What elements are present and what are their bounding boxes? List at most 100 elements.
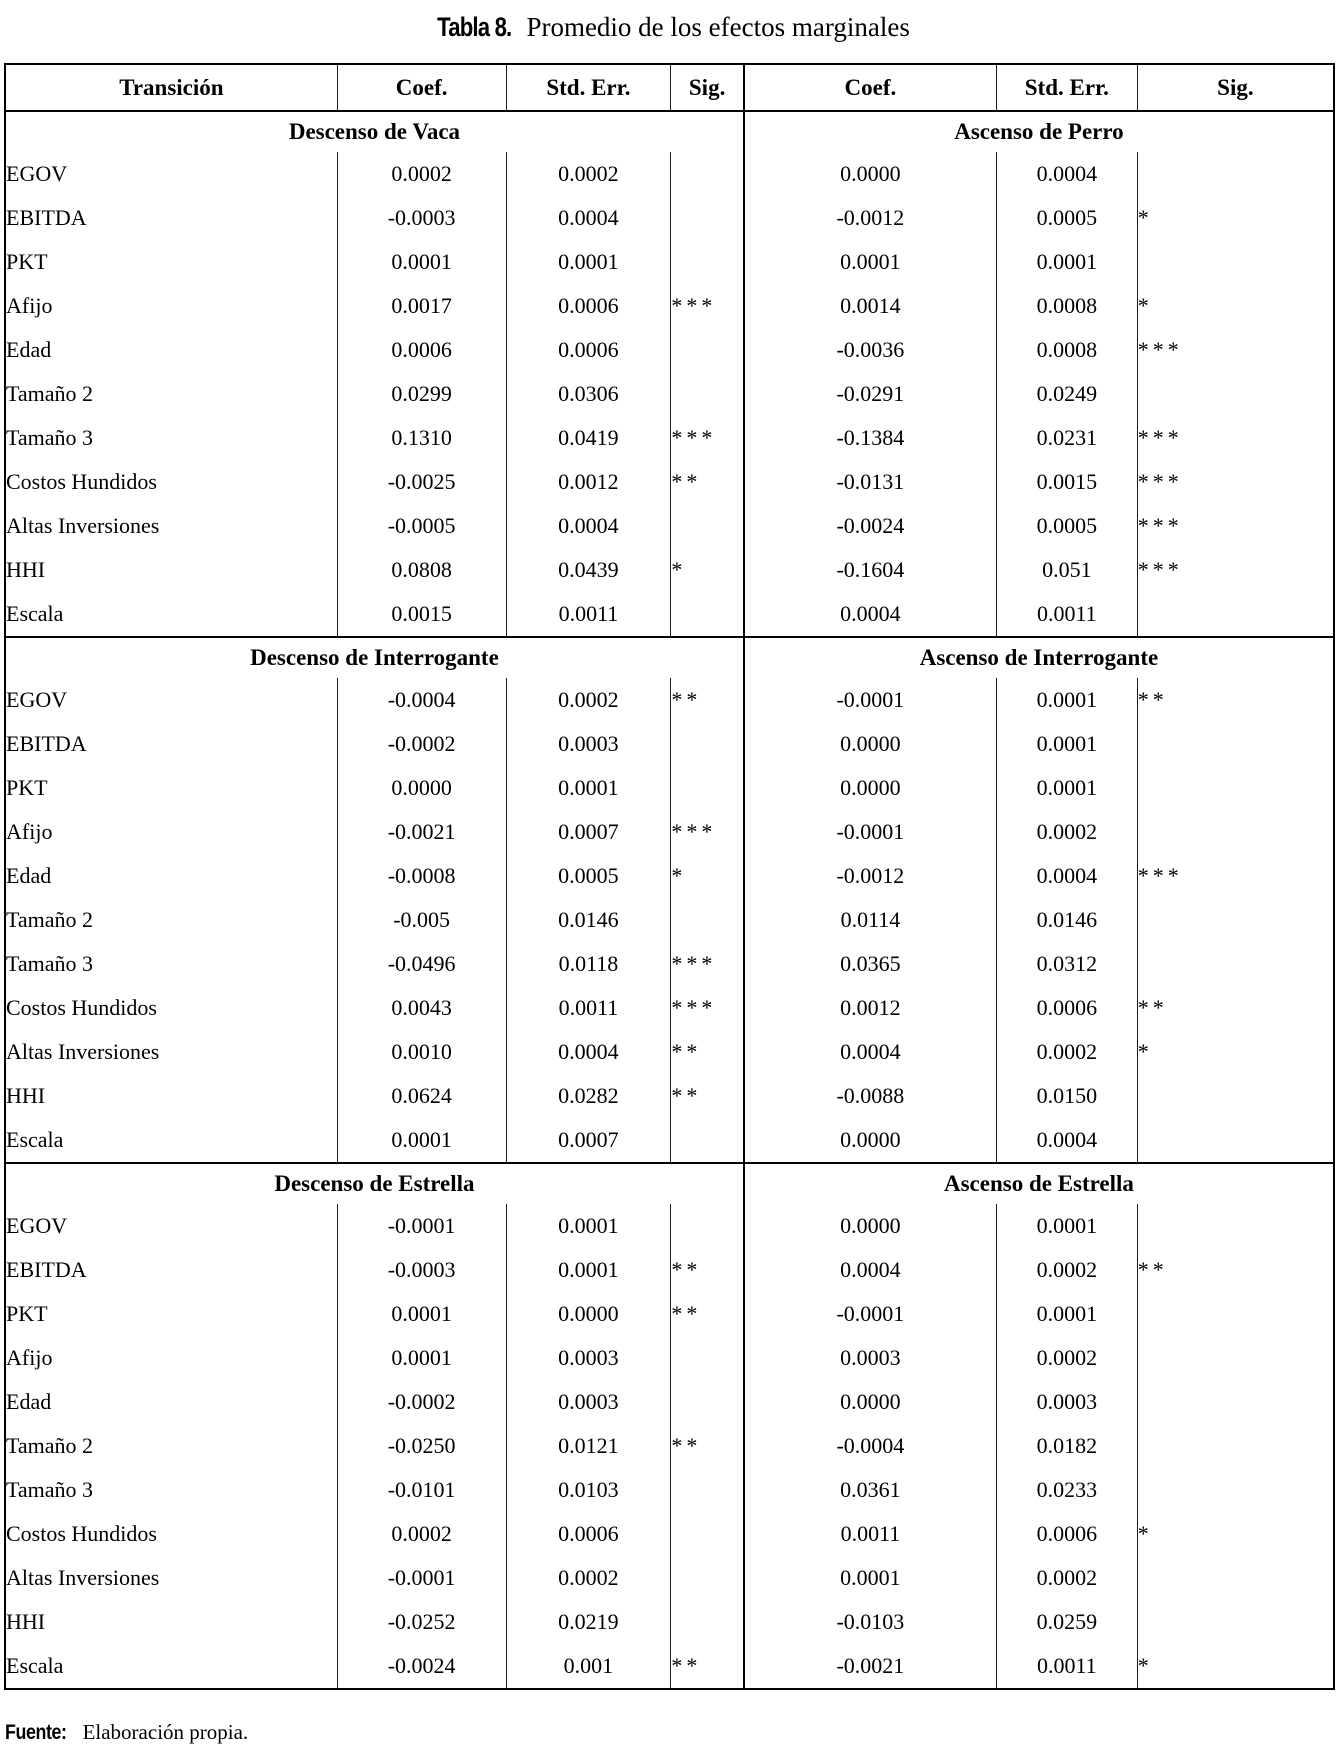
row-label: Afijo — [6, 293, 53, 318]
coef-right-value: -0.0131 — [742, 460, 997, 504]
stderr-left-value: 0.0006 — [505, 284, 671, 328]
row-label: Afijo — [6, 819, 53, 844]
table-row: Altas Inversiones -0.0001 0.0002 0.0001 … — [5, 1556, 1334, 1600]
stderr-left-value: 0.0007 — [505, 810, 671, 854]
row-label: PKT — [6, 1301, 48, 1326]
coef-right-value: 0.0012 — [742, 986, 997, 1030]
stderr-left-value: 0.0006 — [505, 328, 671, 372]
stderr-left-value: 0.0001 — [505, 1204, 671, 1248]
sig-right-value — [1136, 722, 1334, 766]
sig-right-value: * — [1136, 284, 1334, 328]
row-label: Afijo — [6, 1345, 53, 1370]
table-row: Tamaño 3 0.1310 0.0419 *** -0.1384 0.023… — [5, 416, 1334, 460]
row-label: Tamaño 3 — [6, 1477, 94, 1502]
stderr-right-value: 0.0001 — [995, 722, 1138, 766]
coef-left-value: 0.0624 — [336, 1074, 507, 1118]
row-label: EGOV — [6, 161, 68, 186]
coef-left-value: 0.0001 — [336, 1292, 507, 1336]
sig-right-value — [1136, 1600, 1334, 1644]
coef-right-value: -0.0012 — [742, 196, 997, 240]
row-label: EGOV — [6, 1213, 68, 1238]
stderr-left-value: 0.0011 — [505, 986, 671, 1030]
section-title-right: Ascenso de Interrogante — [742, 636, 1334, 678]
coef-right-value: 0.0014 — [742, 284, 997, 328]
coef-right-value: 0.0000 — [742, 766, 997, 810]
table-row: EGOV 0.0002 0.0002 0.0000 0.0004 — [5, 152, 1334, 196]
coef-right-value: -0.0021 — [742, 1644, 997, 1689]
sig-right-value: ** — [1136, 1248, 1334, 1292]
coef-left-value: -0.0001 — [336, 1556, 507, 1600]
table-row: HHI 0.0808 0.0439 * -0.1604 0.051 *** — [5, 548, 1334, 592]
sig-right-value — [1136, 1380, 1334, 1424]
coef-right-value: -0.0012 — [742, 854, 997, 898]
sig-right-value — [1136, 1556, 1334, 1600]
sig-right-value — [1136, 240, 1334, 284]
coef-left-value: -0.0250 — [336, 1424, 507, 1468]
sig-left-value — [670, 592, 744, 637]
sig-left-value — [670, 1118, 744, 1163]
col-header-sig-right: Sig. — [1136, 64, 1334, 112]
sig-right-value: *** — [1136, 328, 1334, 372]
coef-right-value: 0.0000 — [742, 152, 997, 196]
stderr-left-value: 0.0146 — [505, 898, 671, 942]
stderr-right-value: 0.0011 — [995, 1644, 1138, 1689]
stderr-left-value: 0.0219 — [505, 1600, 671, 1644]
row-label: Tamaño 3 — [6, 951, 94, 976]
table-row: PKT 0.0001 0.0001 0.0001 0.0001 — [5, 240, 1334, 284]
stderr-right-value: 0.0002 — [995, 1336, 1138, 1380]
sig-left-value — [670, 722, 744, 766]
row-label: EGOV — [6, 687, 68, 712]
sig-left-value: *** — [670, 416, 744, 460]
sig-left-value — [670, 766, 744, 810]
stderr-left-value: 0.0118 — [505, 942, 671, 986]
col-header-coef-left: Coef. — [336, 64, 507, 112]
stderr-left-value: 0.0005 — [505, 854, 671, 898]
sig-right-value: *** — [1136, 854, 1334, 898]
sig-left-value: ** — [670, 678, 744, 722]
coef-right-value: 0.0011 — [742, 1512, 997, 1556]
sig-right-value — [1136, 1468, 1334, 1512]
coef-right-value: 0.0004 — [742, 1030, 997, 1074]
table-row: Altas Inversiones -0.0005 0.0004 -0.0024… — [5, 504, 1334, 548]
coef-right-value: 0.0000 — [742, 722, 997, 766]
sig-right-value — [1136, 592, 1334, 637]
stderr-right-value: 0.0004 — [995, 854, 1138, 898]
sig-right-value — [1136, 372, 1334, 416]
sig-left-value: ** — [670, 1292, 744, 1336]
coef-left-value: -0.005 — [336, 898, 507, 942]
stderr-right-value: 0.0182 — [995, 1424, 1138, 1468]
stderr-right-value: 0.0004 — [995, 152, 1138, 196]
coef-left-value: -0.0005 — [336, 504, 507, 548]
coef-right-value: 0.0003 — [742, 1336, 997, 1380]
stderr-right-value: 0.0146 — [995, 898, 1138, 942]
coef-right-value: 0.0365 — [742, 942, 997, 986]
sig-right-value: * — [1136, 1644, 1334, 1689]
stderr-right-value: 0.0231 — [995, 416, 1138, 460]
table-row: Costos Hundidos 0.0002 0.0006 0.0011 0.0… — [5, 1512, 1334, 1556]
marginal-effects-table: Transición Coef. Std. Err. Sig. Coef. St… — [4, 63, 1335, 1690]
table-row: Edad -0.0002 0.0003 0.0000 0.0003 — [5, 1380, 1334, 1424]
stderr-right-value: 0.0002 — [995, 810, 1138, 854]
coef-left-value: -0.0008 — [336, 854, 507, 898]
row-label: HHI — [6, 1083, 46, 1108]
table-row: EGOV -0.0004 0.0002 ** -0.0001 0.0001 ** — [5, 678, 1334, 722]
sig-right-value — [1136, 1204, 1334, 1248]
stderr-right-value: 0.051 — [995, 548, 1138, 592]
stderr-left-value: 0.0006 — [505, 1512, 671, 1556]
table-row: Costos Hundidos 0.0043 0.0011 *** 0.0012… — [5, 986, 1334, 1030]
table-row: Afijo -0.0021 0.0007 *** -0.0001 0.0002 — [5, 810, 1334, 854]
sig-left-value: ** — [670, 1248, 744, 1292]
stderr-right-value: 0.0312 — [995, 942, 1138, 986]
sig-right-value — [1136, 766, 1334, 810]
sig-right-value: ** — [1136, 986, 1334, 1030]
row-label: Edad — [6, 337, 52, 362]
coef-right-value: -0.0103 — [742, 1600, 997, 1644]
sig-left-value: *** — [670, 942, 744, 986]
coef-right-value: 0.0000 — [742, 1204, 997, 1248]
row-label: Costos Hundidos — [6, 1521, 157, 1546]
sig-right-value — [1136, 898, 1334, 942]
row-label: Tamaño 2 — [6, 381, 94, 406]
sig-left-value — [670, 1512, 744, 1556]
stderr-right-value: 0.0015 — [995, 460, 1138, 504]
table-number-label: Tabla 8. — [437, 12, 512, 42]
